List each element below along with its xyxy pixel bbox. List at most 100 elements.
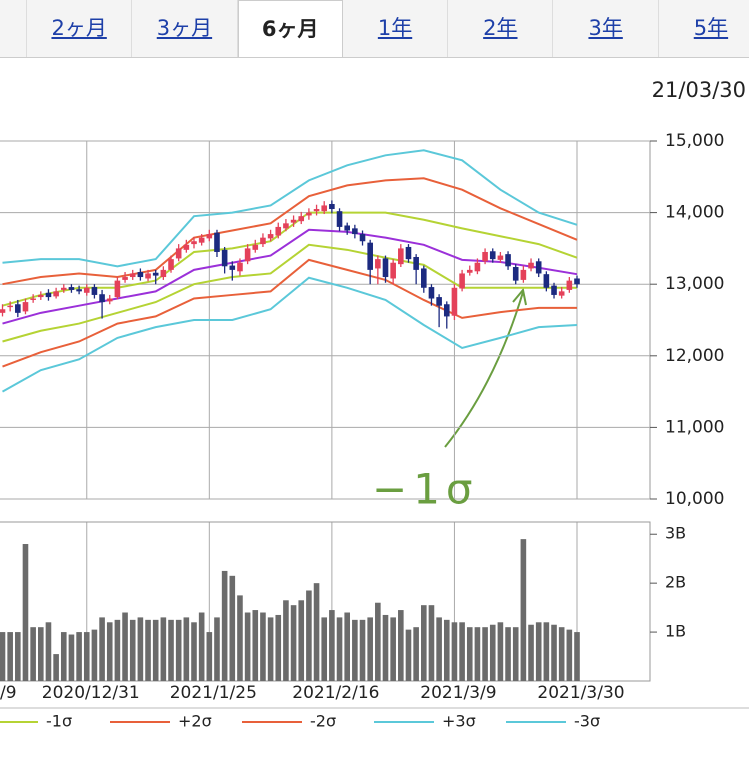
volume-bar: [168, 619, 174, 681]
volume-bar: [382, 614, 389, 681]
volume-bar: [535, 622, 542, 681]
volume-bar: [106, 622, 113, 681]
candle-body: [183, 244, 190, 250]
period-tab[interactable]: 3年: [554, 0, 659, 57]
volume-bar: [543, 622, 550, 681]
volume-bar: [482, 627, 488, 681]
volume-bar: [459, 622, 465, 681]
candle-body: [60, 287, 67, 290]
volume-bar: [390, 617, 396, 681]
candle-body: [68, 287, 75, 290]
volume-bar: [15, 632, 21, 681]
legend-label: -1σ: [46, 712, 72, 731]
volume-bar: [497, 622, 504, 681]
volume-bar: [551, 624, 557, 681]
candle-body: [38, 294, 44, 298]
candle-body: [505, 254, 511, 267]
volume-bar: [321, 617, 328, 681]
period-tab[interactable]: 6ヶ月: [237, 0, 343, 57]
period-tab[interactable]: 3ヶ月: [132, 0, 238, 57]
volume-bar: [30, 627, 36, 681]
candle-body: [535, 261, 542, 274]
candle-body: [375, 259, 381, 269]
y-tick-label: 15,000: [665, 131, 724, 151]
volume-bar: [344, 612, 350, 681]
candle-body: [558, 291, 565, 296]
candle-body: [428, 287, 435, 299]
volume-bar: [99, 617, 105, 681]
candle-body: [451, 287, 458, 316]
candle-body: [329, 204, 335, 210]
candle-body: [566, 280, 573, 290]
x-tick-label: 2021/3/30: [537, 683, 624, 703]
band-line: [2, 228, 578, 325]
candle-body: [290, 219, 297, 223]
period-tab[interactable]: 2年: [448, 0, 554, 57]
candle-body: [45, 292, 52, 298]
candle-body: [543, 274, 550, 288]
volume-bar: [489, 624, 496, 681]
candle-body: [221, 249, 228, 267]
x-tick-label: 2021/2/16: [292, 683, 379, 703]
band-line: [2, 276, 578, 393]
candle-body: [229, 265, 236, 270]
candle-body: [206, 234, 213, 239]
candle-body: [168, 259, 174, 270]
candle-body: [443, 304, 450, 317]
volume-bar: [0, 632, 6, 681]
volume-bar: [275, 614, 282, 681]
volume-bar: [474, 627, 481, 681]
candle-body: [114, 280, 121, 298]
candle-body: [53, 291, 59, 297]
volume-bar: [152, 619, 159, 681]
volume-bar: [114, 619, 121, 681]
candle-body: [145, 273, 151, 279]
volume-bar: [283, 600, 289, 681]
x-tick-label: 2021/3/9: [420, 683, 496, 703]
volume-bar: [512, 627, 519, 681]
annotation: −1σ: [372, 465, 479, 514]
volume-bar: [413, 627, 419, 681]
candle-body: [313, 209, 320, 212]
candle-body: [390, 262, 396, 279]
candle-body: [482, 251, 488, 262]
candle-body: [0, 309, 6, 313]
volume-bar: [68, 634, 75, 681]
candle-body: [551, 285, 557, 295]
period-tab[interactable]: 2ヶ月: [27, 0, 133, 57]
volume-bar: [137, 617, 144, 681]
candle-body: [359, 234, 366, 242]
volume-bar: [76, 632, 82, 681]
candle-body: [83, 287, 90, 293]
candle-body: [352, 228, 358, 235]
volume-bar: [53, 654, 59, 681]
volume-bar: [436, 617, 442, 681]
candle-body: [30, 298, 36, 300]
y-tick-label: 13,000: [665, 274, 724, 294]
band-line: [2, 258, 577, 368]
band-line: [2, 177, 578, 286]
volume-bar: [145, 619, 151, 681]
candle-body: [436, 297, 442, 306]
volume-bar: [221, 570, 228, 681]
x-tick-label: /9: [0, 683, 17, 703]
volume-bar: [451, 622, 458, 681]
volume-bar: [206, 632, 213, 681]
period-tab[interactable]: 月: [0, 0, 27, 57]
candle-body: [191, 241, 197, 245]
candle-body: [466, 269, 473, 273]
candle-body: [344, 225, 350, 231]
y-tick-label: 1B: [665, 622, 686, 641]
volume-bar: [558, 627, 565, 681]
volume-bar: [329, 610, 335, 681]
period-tab[interactable]: 5年: [659, 0, 749, 57]
volume-bar: [398, 610, 404, 681]
period-tab[interactable]: 1年: [343, 0, 449, 57]
y-tick-label: 2B: [665, 573, 686, 592]
candle-body: [106, 298, 113, 302]
volume-bar: [421, 605, 427, 681]
candle-body: [99, 294, 105, 303]
candle-body: [298, 216, 305, 222]
volume-bar: [252, 610, 259, 681]
